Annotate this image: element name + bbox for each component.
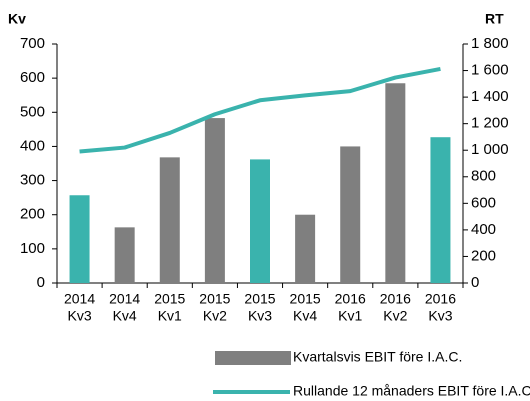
bar: [204, 118, 225, 283]
x-tick-label: 2016: [380, 291, 411, 307]
y-tick-label: 700: [20, 35, 45, 52]
y-tick-label: 200: [20, 206, 45, 223]
y2-tick-label: 1 800: [471, 35, 509, 52]
legend-label: Rullande 12 månaders EBIT före I.A.C.: [293, 383, 530, 399]
legend-label: Kvartalsvis EBIT före I.A.C.: [293, 349, 462, 365]
bar: [340, 146, 361, 283]
y-tick-label: 100: [20, 240, 45, 257]
legend-swatch: [215, 351, 291, 365]
x-tick-label: Kv1: [158, 308, 182, 324]
y-tick-label: 300: [20, 172, 45, 189]
x-tick-label: Kv3: [248, 308, 272, 324]
y2-tick-label: 1 200: [471, 115, 509, 132]
bar: [159, 157, 180, 283]
y2-tick-label: 400: [471, 221, 496, 238]
y2-tick-label: 1 600: [471, 62, 509, 79]
bar: [295, 214, 316, 283]
x-tick-label: Kv2: [203, 308, 227, 324]
x-tick-label: Kv3: [428, 308, 452, 324]
x-tick-label: Kv4: [113, 308, 137, 324]
x-tick-label: 2015: [244, 291, 275, 307]
bar: [250, 159, 270, 283]
x-tick-label: 2016: [335, 291, 366, 307]
y2-tick-label: 600: [471, 194, 496, 211]
x-tick-label: Kv2: [383, 308, 407, 324]
y2-tick-label: 1 000: [471, 141, 509, 158]
y2-tick-label: 0: [471, 274, 479, 291]
y2-tick-label: 200: [471, 247, 496, 264]
y-tick-label: 600: [20, 69, 45, 86]
y2-tick-label: 800: [471, 168, 496, 185]
bar: [69, 195, 90, 283]
line: [79, 66, 441, 154]
y-tick-label: 0: [37, 274, 45, 291]
y2-tick-label: 1 400: [471, 88, 509, 105]
x-tick-label: 2015: [199, 291, 230, 307]
bar: [385, 83, 406, 283]
y2-axis-title: RT: [485, 11, 504, 27]
x-tick-label: 2016: [425, 291, 456, 307]
x-tick-label: Kv1: [338, 308, 362, 324]
x-tick-label: Kv3: [67, 308, 91, 324]
x-tick-label: 2014: [64, 291, 95, 307]
y-tick-label: 400: [20, 137, 45, 154]
y-tick-label: 500: [20, 103, 45, 120]
x-tick-label: Kv4: [293, 308, 317, 324]
x-tick-label: 2014: [109, 291, 140, 307]
x-tick-label: 2015: [154, 291, 185, 307]
bar: [114, 227, 135, 283]
y-axis-title: Kv: [8, 11, 26, 27]
bar: [430, 137, 451, 283]
x-tick-label: 2015: [290, 291, 321, 307]
